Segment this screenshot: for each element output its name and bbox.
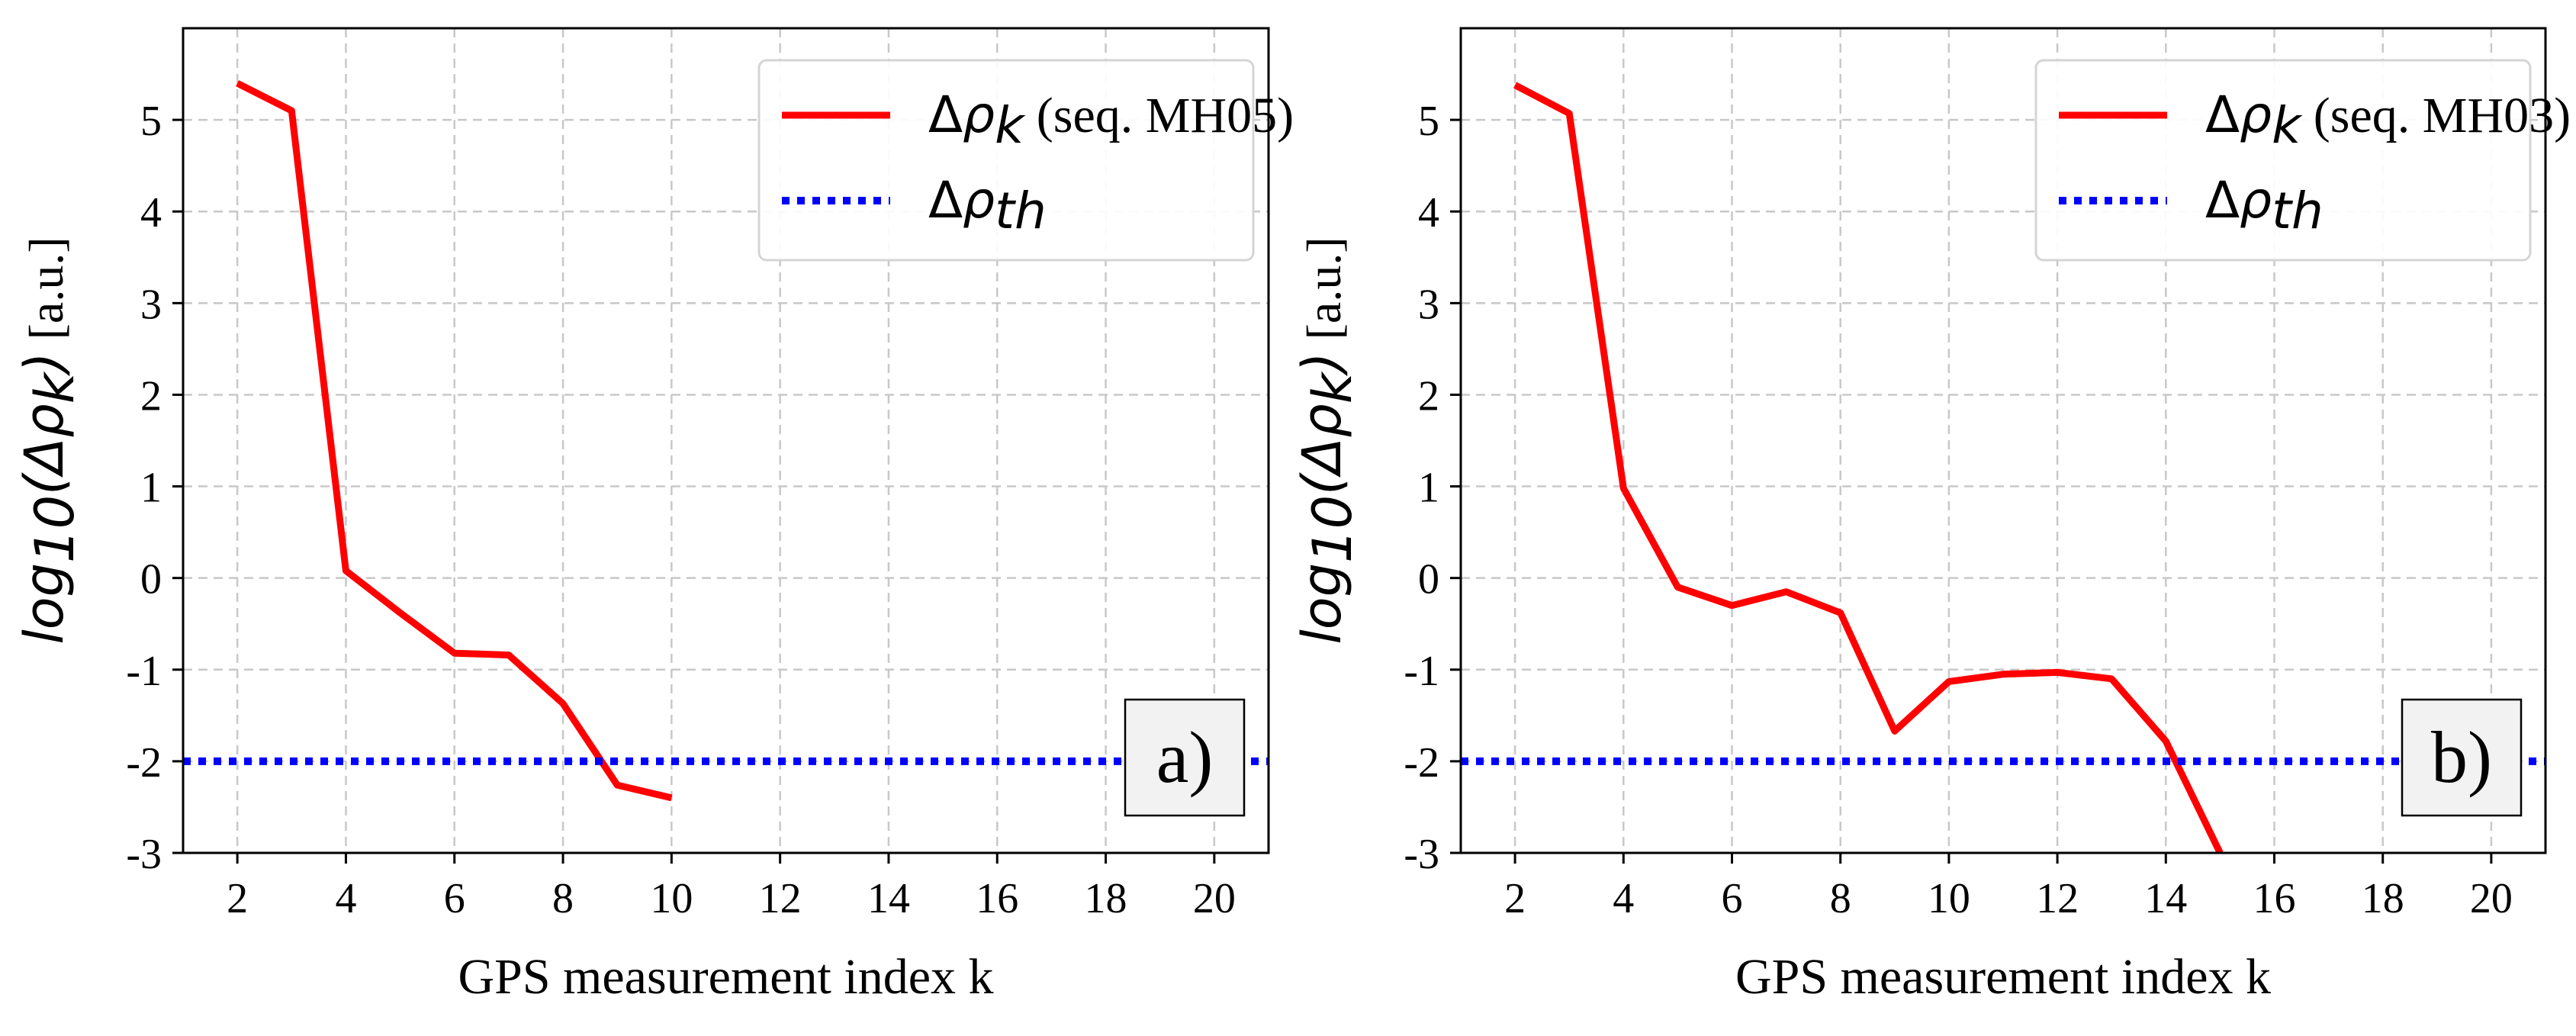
y-tick-label: -1 — [126, 648, 162, 695]
x-tick-label: 20 — [1193, 875, 1236, 922]
y-tick-label: 4 — [140, 189, 162, 236]
x-tick-label: 8 — [1830, 875, 1851, 922]
axes-frame — [182, 27, 1270, 854]
x-tick-label: 8 — [552, 875, 574, 922]
x-tick-label: 18 — [1085, 875, 1127, 922]
x-tick-label: 4 — [335, 875, 356, 922]
y-axis-label: log10(Δρk) [a.u.] — [13, 236, 86, 644]
y-tick-label: 0 — [1418, 556, 1439, 603]
x-tick-label: 4 — [1613, 875, 1634, 922]
x-tick-label: 18 — [2362, 875, 2404, 922]
legend-label: Δρk (seq. MH03) — [2205, 85, 2571, 155]
y-tick-label: 0 — [140, 556, 162, 603]
panel-label-box: b) — [2401, 698, 2523, 817]
x-tick-label: 14 — [2144, 875, 2187, 922]
x-tick-label: 2 — [227, 875, 248, 922]
x-tick-label: 16 — [976, 875, 1018, 922]
y-tick-label: 1 — [1418, 465, 1439, 512]
y-tick-label: 5 — [1418, 98, 1439, 145]
legend: Δρk (seq. MH05) Δρth — [757, 59, 1294, 262]
series-group — [183, 80, 1269, 802]
y-tick-label: 3 — [140, 281, 162, 328]
x-tick-label: 6 — [444, 875, 465, 922]
y-tick-label: 5 — [140, 98, 162, 145]
x-tick-label: 14 — [867, 875, 910, 922]
y-axis-label: log10(Δρk) [a.u.] — [1291, 236, 1364, 644]
x-tick-label: 20 — [2470, 875, 2513, 922]
series-line — [1513, 82, 2224, 853]
y-tick-label: -3 — [126, 831, 162, 878]
axes-frame — [1459, 27, 2547, 854]
legend: Δρk (seq. MH03) Δρth — [2034, 59, 2571, 262]
series-group — [1461, 82, 2545, 853]
legend-box — [757, 59, 1255, 262]
y-tick-label: -2 — [126, 739, 162, 787]
x-tick-label: 12 — [2036, 875, 2079, 922]
legend-label: Δρth — [928, 171, 1047, 240]
x-tick-label: 6 — [1722, 875, 1743, 922]
y-tick-label: 1 — [140, 465, 162, 512]
panel-label-frame — [2401, 698, 2523, 817]
legend-box — [2034, 59, 2532, 262]
y-tick-label: -3 — [1404, 831, 1439, 878]
y-tick-label: 3 — [1418, 281, 1439, 328]
x-tick-label: 16 — [2253, 875, 2296, 922]
x-tick-label: 12 — [759, 875, 802, 922]
y-tick-label: -1 — [1404, 648, 1439, 695]
y-tick-label: 2 — [140, 372, 162, 420]
legend-label: Δρk (seq. MH05) — [928, 85, 1294, 155]
x-tick-label: 2 — [1504, 875, 1526, 922]
panel-label: b) — [2431, 716, 2492, 798]
y-tick-label: 2 — [1418, 372, 1439, 420]
x-axis-label: GPS measurement index k — [458, 949, 993, 1005]
panel-label-box: a) — [1124, 698, 1246, 817]
panel-label: a) — [1156, 716, 1214, 798]
y-tick-label: 4 — [1418, 189, 1439, 236]
x-tick-label: 10 — [1928, 875, 1970, 922]
x-axis-label: GPS measurement index k — [1735, 949, 2271, 1005]
y-tick-label: -2 — [1404, 739, 1439, 787]
panel-label-frame — [1124, 698, 1246, 817]
x-tick-label: 10 — [650, 875, 693, 922]
legend-label: Δρth — [2205, 171, 2324, 240]
